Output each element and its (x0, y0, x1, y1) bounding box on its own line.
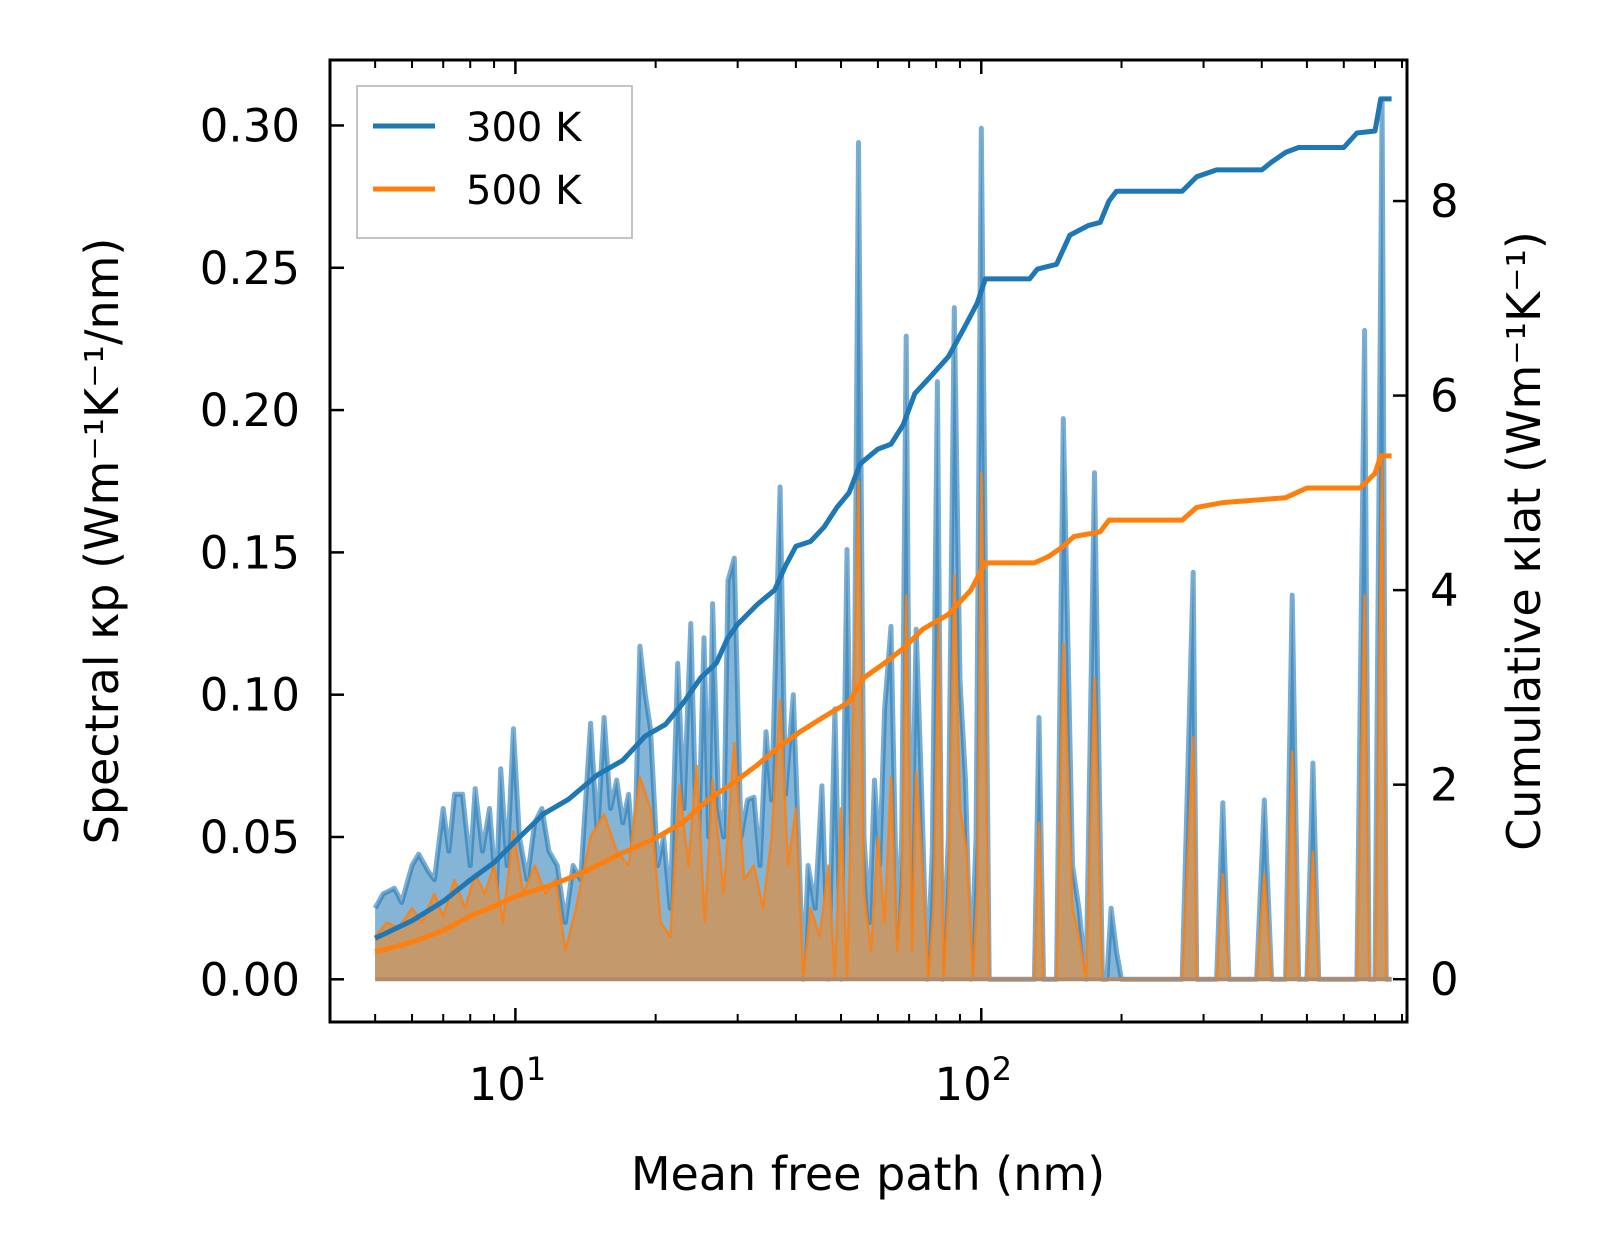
y-right-tick-label: 2 (1430, 759, 1459, 812)
y-axis-right-title: Cumulative κlat (Wm⁻¹K⁻¹) (1497, 231, 1551, 851)
y-right-tick-label: 6 (1430, 370, 1459, 423)
y-right-tick-label: 0 (1430, 953, 1459, 1006)
x-tick-label: 102 (934, 1050, 1012, 1111)
plot-frame (328, 58, 1409, 1024)
cumulative-line-500k (374, 453, 1392, 955)
plot-area (372, 96, 1392, 982)
legend-box (356, 85, 633, 239)
y-left-tick-label: 0.10 (200, 669, 300, 722)
y-left-tick-label: 0.30 (200, 99, 300, 152)
y-right-tick-label: 8 (1430, 175, 1459, 228)
legend-label-500k: 500 K (466, 168, 583, 214)
x-tick-label: 101 (469, 1050, 547, 1111)
y-left-tick-label: 0.15 (200, 526, 300, 579)
y-left-tick-label: 0.00 (200, 953, 300, 1006)
y-left-tick-label: 0.25 (200, 242, 300, 295)
spectral-line-500k (374, 457, 1392, 981)
y-axis-left-title: Spectral κp (Wm⁻¹K⁻¹/nm) (75, 238, 129, 845)
cumulative-line-300k (374, 96, 1392, 941)
x-axis-title: Mean free path (nm) (631, 1147, 1105, 1201)
y-left-tick-label: 0.05 (200, 811, 300, 864)
legend: 300 K 500 K (356, 85, 633, 239)
legend-label-300k: 300 K (466, 105, 583, 151)
spectral-area-500k (375, 458, 1392, 980)
y-right-tick-label: 4 (1430, 564, 1459, 617)
y-left-tick-label: 0.20 (200, 384, 300, 437)
